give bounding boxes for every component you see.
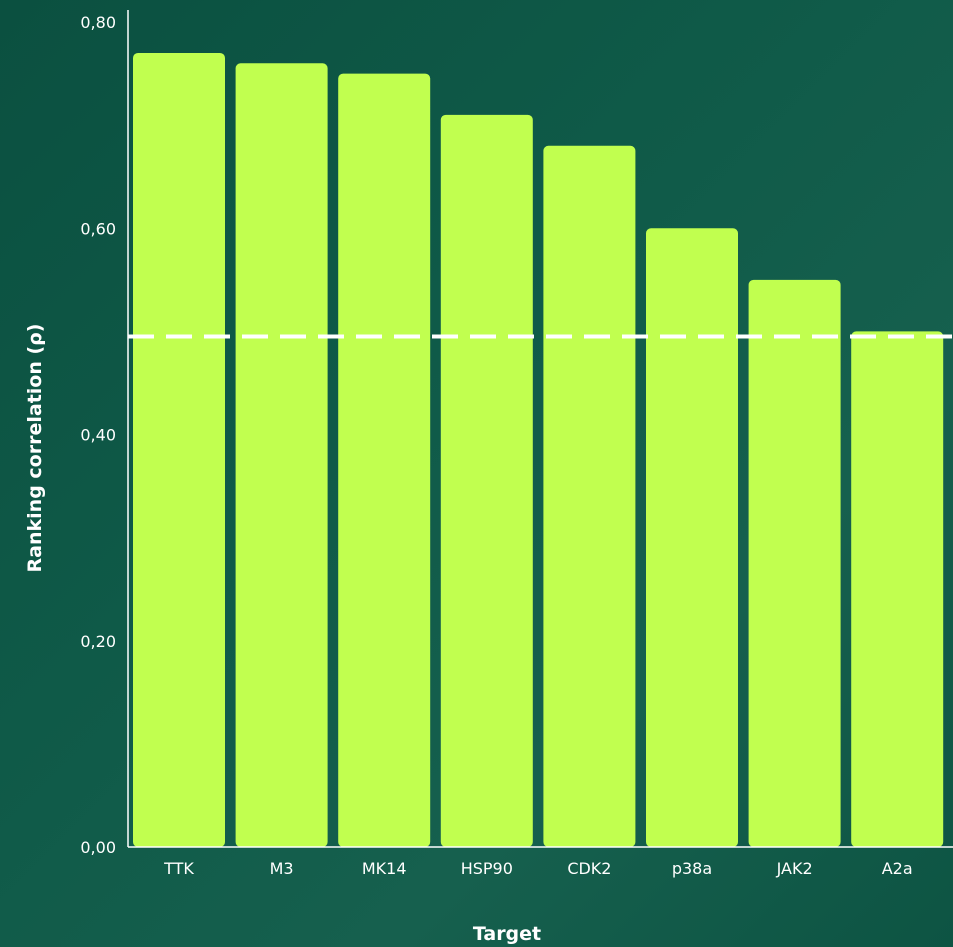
- bar-a2a: [851, 331, 944, 847]
- bar-hsp90: [440, 114, 533, 847]
- bar-mk14: [338, 73, 431, 847]
- bar-cdk2: [543, 145, 636, 847]
- x-tick-label: MK14: [362, 859, 407, 878]
- y-axis-title: Ranking correlation (ρ): [24, 324, 46, 573]
- x-tick-label: CDK2: [567, 859, 611, 878]
- x-tick-label: HSP90: [461, 859, 513, 878]
- y-tick-label: 0,00: [80, 838, 116, 857]
- x-tick-labels: TTK M3 MK14 HSP90 CDK2 p38a JAK2 A2a: [163, 859, 913, 878]
- bar-jak2: [748, 279, 841, 847]
- y-tick-labels: 0,00 0,20 0,40 0,60 0,80: [80, 13, 116, 857]
- x-tick-label: TTK: [163, 859, 194, 878]
- x-tick-label: A2a: [882, 859, 913, 878]
- bars-layer: [133, 52, 944, 847]
- x-tick-label: M3: [270, 859, 294, 878]
- x-tick-label: p38a: [672, 859, 712, 878]
- y-tick-label: 0,80: [80, 13, 116, 32]
- x-axis-title: Target: [473, 923, 541, 945]
- y-tick-label: 0,40: [80, 426, 116, 445]
- y-tick-label: 0,60: [80, 219, 116, 238]
- x-tick-label: JAK2: [776, 859, 813, 878]
- bar-m3: [235, 63, 328, 847]
- bar-p38a: [646, 228, 738, 847]
- y-tick-label: 0,20: [80, 632, 116, 651]
- bar-ttk: [133, 52, 225, 847]
